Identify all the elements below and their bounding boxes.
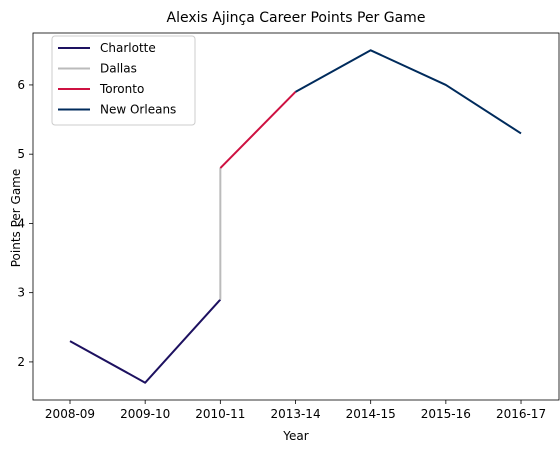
legend-label-charlotte: Charlotte: [100, 41, 156, 55]
series-line-toronto: [219, 91, 297, 169]
legend: Charlotte Dallas Toronto New Orleans: [51, 35, 196, 126]
plot-frame: [32, 32, 560, 401]
legend-label-new-orleans: New Orleans: [100, 103, 176, 117]
x-tick-label: 2016-17: [496, 407, 546, 421]
x-axis-title: Year: [282, 429, 308, 443]
x-tick-label: 2013-14: [270, 407, 320, 421]
y-tick-label: 4: [17, 216, 25, 230]
x-axis: 2008-09 2009-10 2010-11 2013-14 2014-15 2015-…: [45, 400, 546, 421]
x-tick-label: 2015-16: [421, 407, 471, 421]
series-line-charlotte: [69, 298, 222, 384]
y-tick-label: 2: [17, 355, 25, 369]
y-axis: 2 3 4 5 6: [17, 78, 33, 369]
y-tick-label: 3: [17, 286, 25, 300]
x-tick-label: 2009-10: [120, 407, 170, 421]
series-layer: [69, 49, 522, 384]
y-axis-title: Points Per Game: [9, 169, 23, 268]
y-tick-label: 6: [17, 78, 25, 92]
legend-frame: [51, 35, 196, 126]
legend-label-toronto: Toronto: [99, 82, 144, 96]
series-line-new-orleans: [295, 49, 522, 135]
plot-area: [32, 32, 560, 401]
x-tick-label: 2008-09: [45, 407, 95, 421]
y-tick-label: 5: [17, 147, 25, 161]
x-tick-label: 2010-11: [195, 407, 245, 421]
chart-title: Alexis Ajinça Career Points Per Game: [167, 10, 426, 26]
x-tick-label: 2014-15: [346, 407, 396, 421]
legend-label-dallas: Dallas: [100, 62, 137, 76]
